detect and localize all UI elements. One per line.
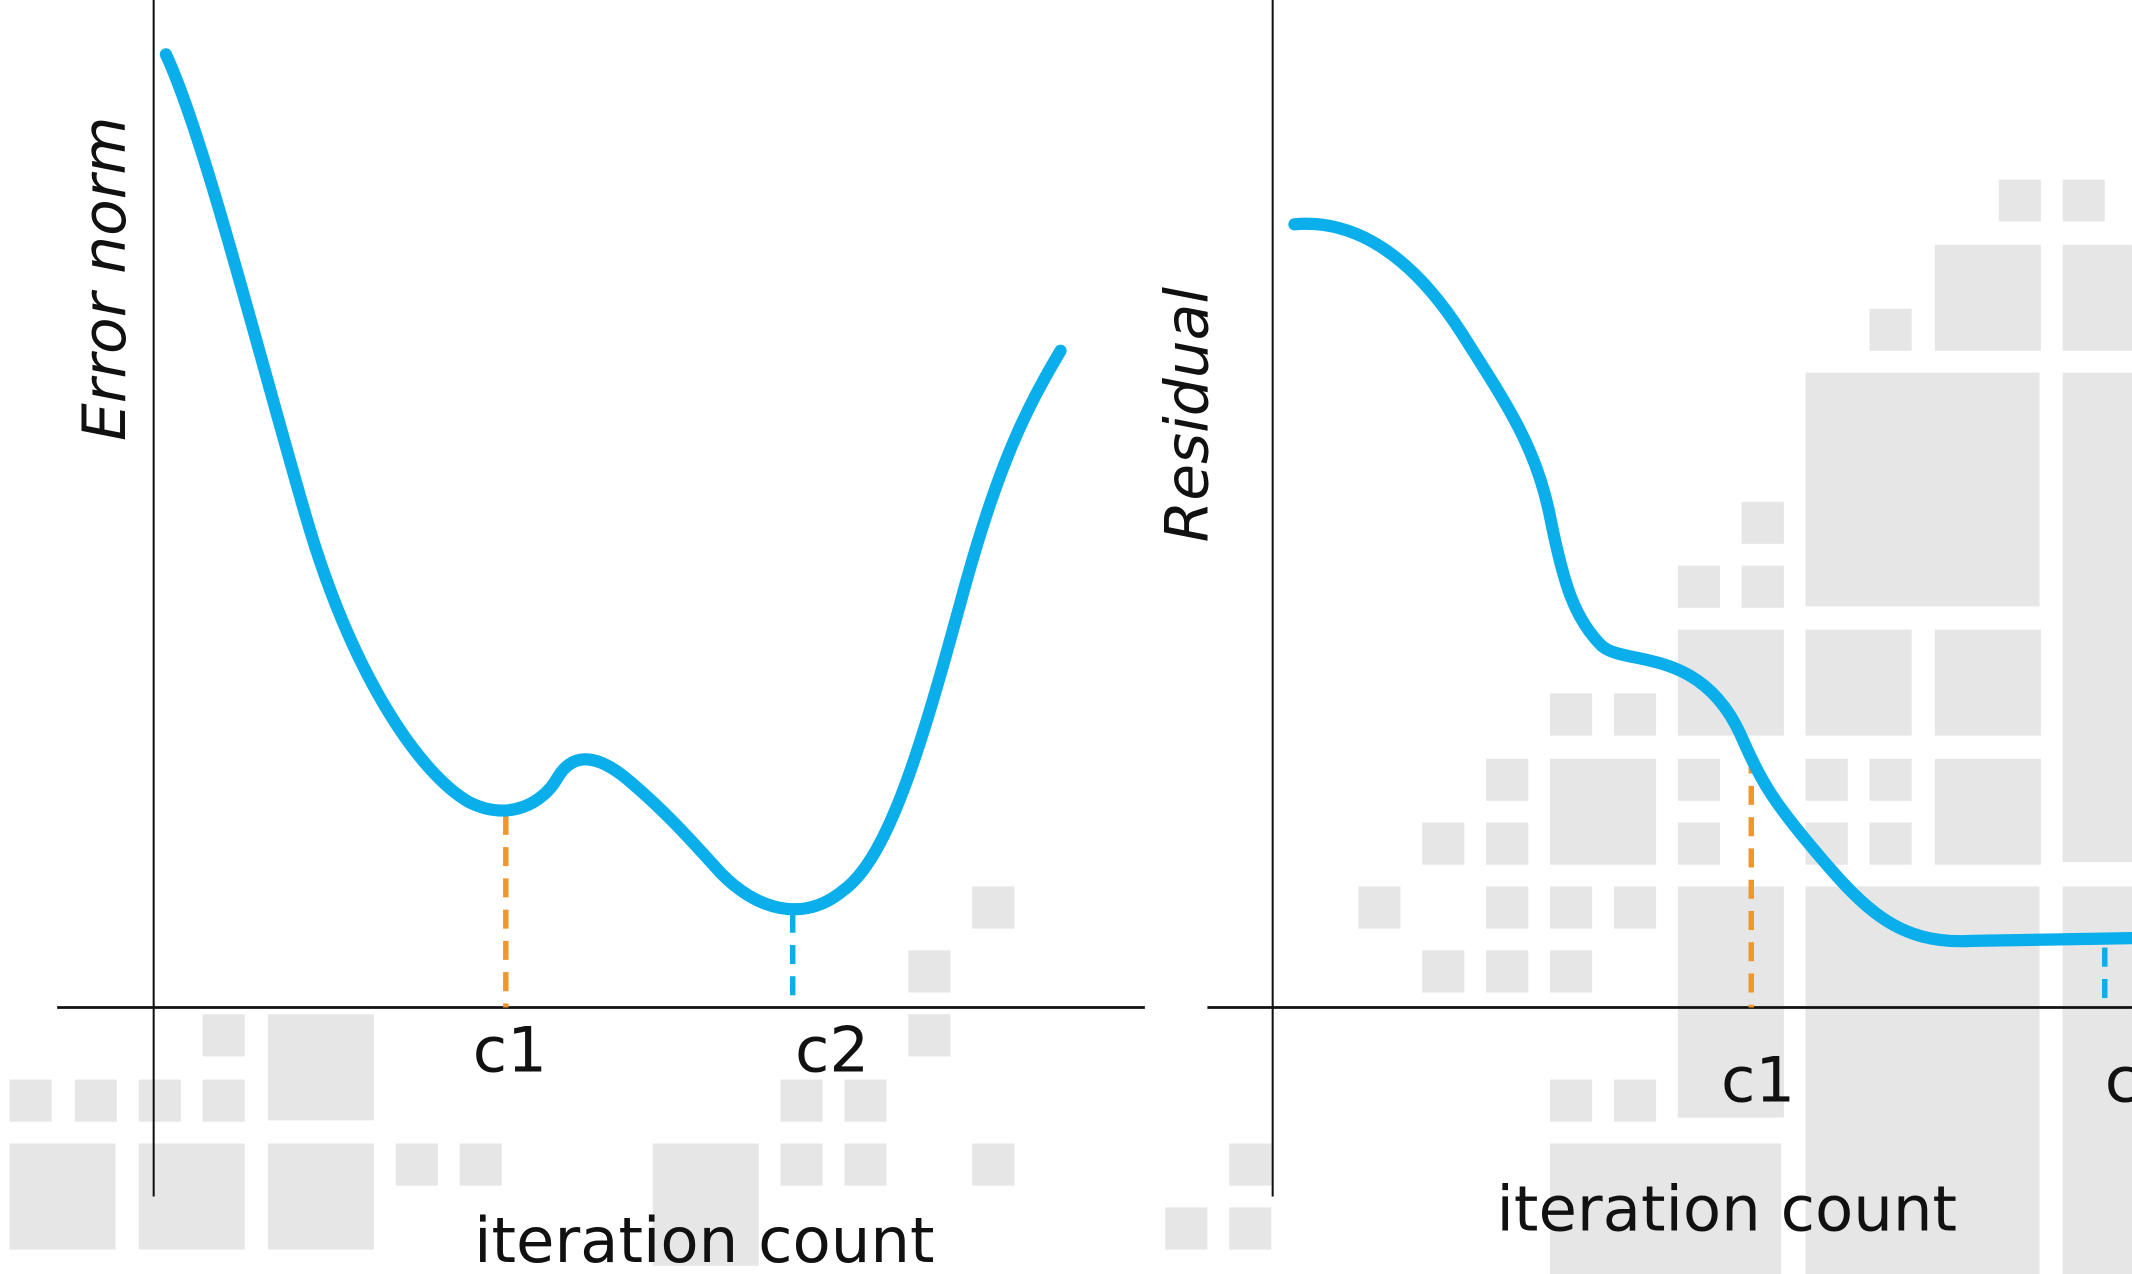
- x-axis-label: iteration count: [1497, 1172, 1957, 1245]
- marker-label: c2: [795, 1013, 869, 1086]
- y-axis-label: Error norm: [70, 116, 140, 441]
- background-squares: [9, 179, 2132, 1274]
- y-axis-label: Residual: [1152, 287, 1222, 543]
- x-axis-label: iteration count: [474, 1204, 934, 1274]
- marker-label: c1: [1721, 1043, 1795, 1116]
- error-curve: [159, 48, 1067, 916]
- marker-label: c2: [2105, 1043, 2132, 1116]
- marker-label: c1: [473, 1013, 547, 1086]
- residual-curve: [1288, 217, 2132, 948]
